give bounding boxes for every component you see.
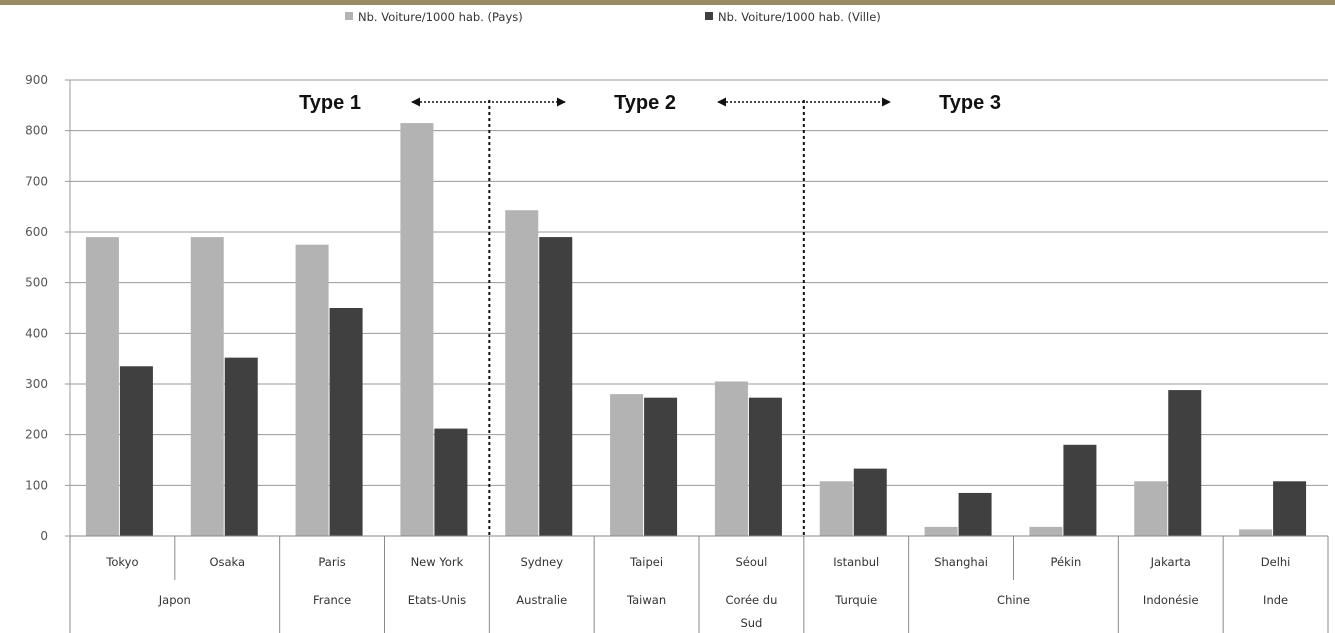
category-label-6: Séoul bbox=[735, 555, 767, 569]
legend-label-1: Nb. Voiture/1000 hab. (Ville) bbox=[718, 10, 881, 24]
y-tick-label-8: 800 bbox=[25, 124, 48, 138]
bar-pays-2 bbox=[295, 244, 329, 536]
bar-pays-3 bbox=[400, 123, 434, 537]
bar-ville-9 bbox=[1063, 444, 1097, 536]
group-label-7: Chine bbox=[997, 593, 1030, 607]
category-label-10: Jakarta bbox=[1150, 555, 1191, 569]
group-label-8: Indonésie bbox=[1143, 593, 1199, 607]
top-border bbox=[0, 0, 1335, 5]
y-tick-label-0: 0 bbox=[40, 529, 48, 543]
legend-swatch-1 bbox=[705, 12, 713, 20]
category-label-5: Taipei bbox=[629, 555, 663, 569]
bars bbox=[85, 123, 1307, 537]
bar-ville-8 bbox=[958, 492, 992, 536]
group-label-4: Taiwan bbox=[626, 593, 666, 607]
bar-ville-6 bbox=[748, 397, 782, 536]
type-annotations: Type 1 Type 2 Type 3 bbox=[299, 92, 1001, 536]
legend: Nb. Voiture/1000 hab. (Pays) Nb. Voiture/… bbox=[345, 10, 881, 24]
y-tick-label-5: 500 bbox=[25, 276, 48, 290]
y-tick-label-2: 200 bbox=[25, 428, 48, 442]
bar-pays-6 bbox=[714, 381, 748, 536]
bar-ville-11 bbox=[1273, 481, 1307, 536]
type-label-2: Type 3 bbox=[939, 92, 1001, 114]
bar-pays-0 bbox=[85, 237, 119, 537]
bar-ville-7 bbox=[853, 468, 887, 536]
category-label-3: New York bbox=[411, 555, 464, 569]
bar-pays-10 bbox=[1134, 481, 1168, 536]
bar-ville-4 bbox=[539, 237, 573, 537]
y-tick-label-4: 400 bbox=[25, 326, 48, 340]
bar-pays-5 bbox=[610, 394, 644, 536]
category-label-1: Osaka bbox=[209, 555, 245, 569]
category-label-4: Sydney bbox=[520, 555, 563, 569]
bar-ville-0 bbox=[119, 366, 153, 536]
bar-ville-2 bbox=[329, 308, 363, 536]
bar-pays-1 bbox=[190, 237, 224, 537]
bar-pays-7 bbox=[819, 481, 853, 536]
group-label-9: Inde bbox=[1263, 593, 1288, 607]
y-tick-label-6: 600 bbox=[25, 225, 48, 239]
group-label-5: Corée du bbox=[725, 593, 777, 607]
x-axis: Tokyo Osaka Paris New York Sydney Taipei Séoul… bbox=[69, 535, 1329, 633]
category-label-2: Paris bbox=[318, 555, 345, 569]
y-tick-label-9: 900 bbox=[25, 73, 48, 87]
type-label-0: Type 1 bbox=[299, 92, 361, 114]
group-label-2: Etats-Unis bbox=[408, 593, 466, 607]
group-label-1: France bbox=[313, 593, 351, 607]
bar-ville-3 bbox=[434, 428, 468, 536]
y-tick-label-1: 100 bbox=[25, 478, 48, 492]
group-label-5-cont: Sud bbox=[740, 616, 762, 630]
category-label-7: Istanbul bbox=[833, 555, 879, 569]
legend-swatch-0 bbox=[345, 12, 353, 20]
bar-ville-10 bbox=[1168, 390, 1202, 536]
group-label-6: Turquie bbox=[834, 593, 877, 607]
bar-pays-9 bbox=[1029, 526, 1063, 536]
category-label-0: Tokyo bbox=[105, 555, 138, 569]
category-label-9: Pékin bbox=[1051, 555, 1082, 569]
y-axis-ticks: 0 100 200 300 400 500 600 700 800 900 bbox=[25, 73, 48, 543]
category-label-8: Shanghai bbox=[934, 555, 988, 569]
type-label-1: Type 2 bbox=[614, 92, 676, 114]
legend-label-0: Nb. Voiture/1000 hab. (Pays) bbox=[358, 10, 523, 24]
bar-ville-5 bbox=[644, 397, 678, 536]
bar-pays-8 bbox=[924, 526, 958, 536]
group-label-0: Japon bbox=[158, 593, 191, 607]
y-tick-label-3: 300 bbox=[25, 377, 48, 391]
bar-pays-11 bbox=[1239, 529, 1273, 536]
group-label-3: Australie bbox=[516, 593, 567, 607]
bar-ville-1 bbox=[224, 357, 258, 536]
category-label-11: Delhi bbox=[1261, 555, 1291, 569]
bar-pays-4 bbox=[505, 210, 539, 537]
y-tick-label-7: 700 bbox=[25, 174, 48, 188]
